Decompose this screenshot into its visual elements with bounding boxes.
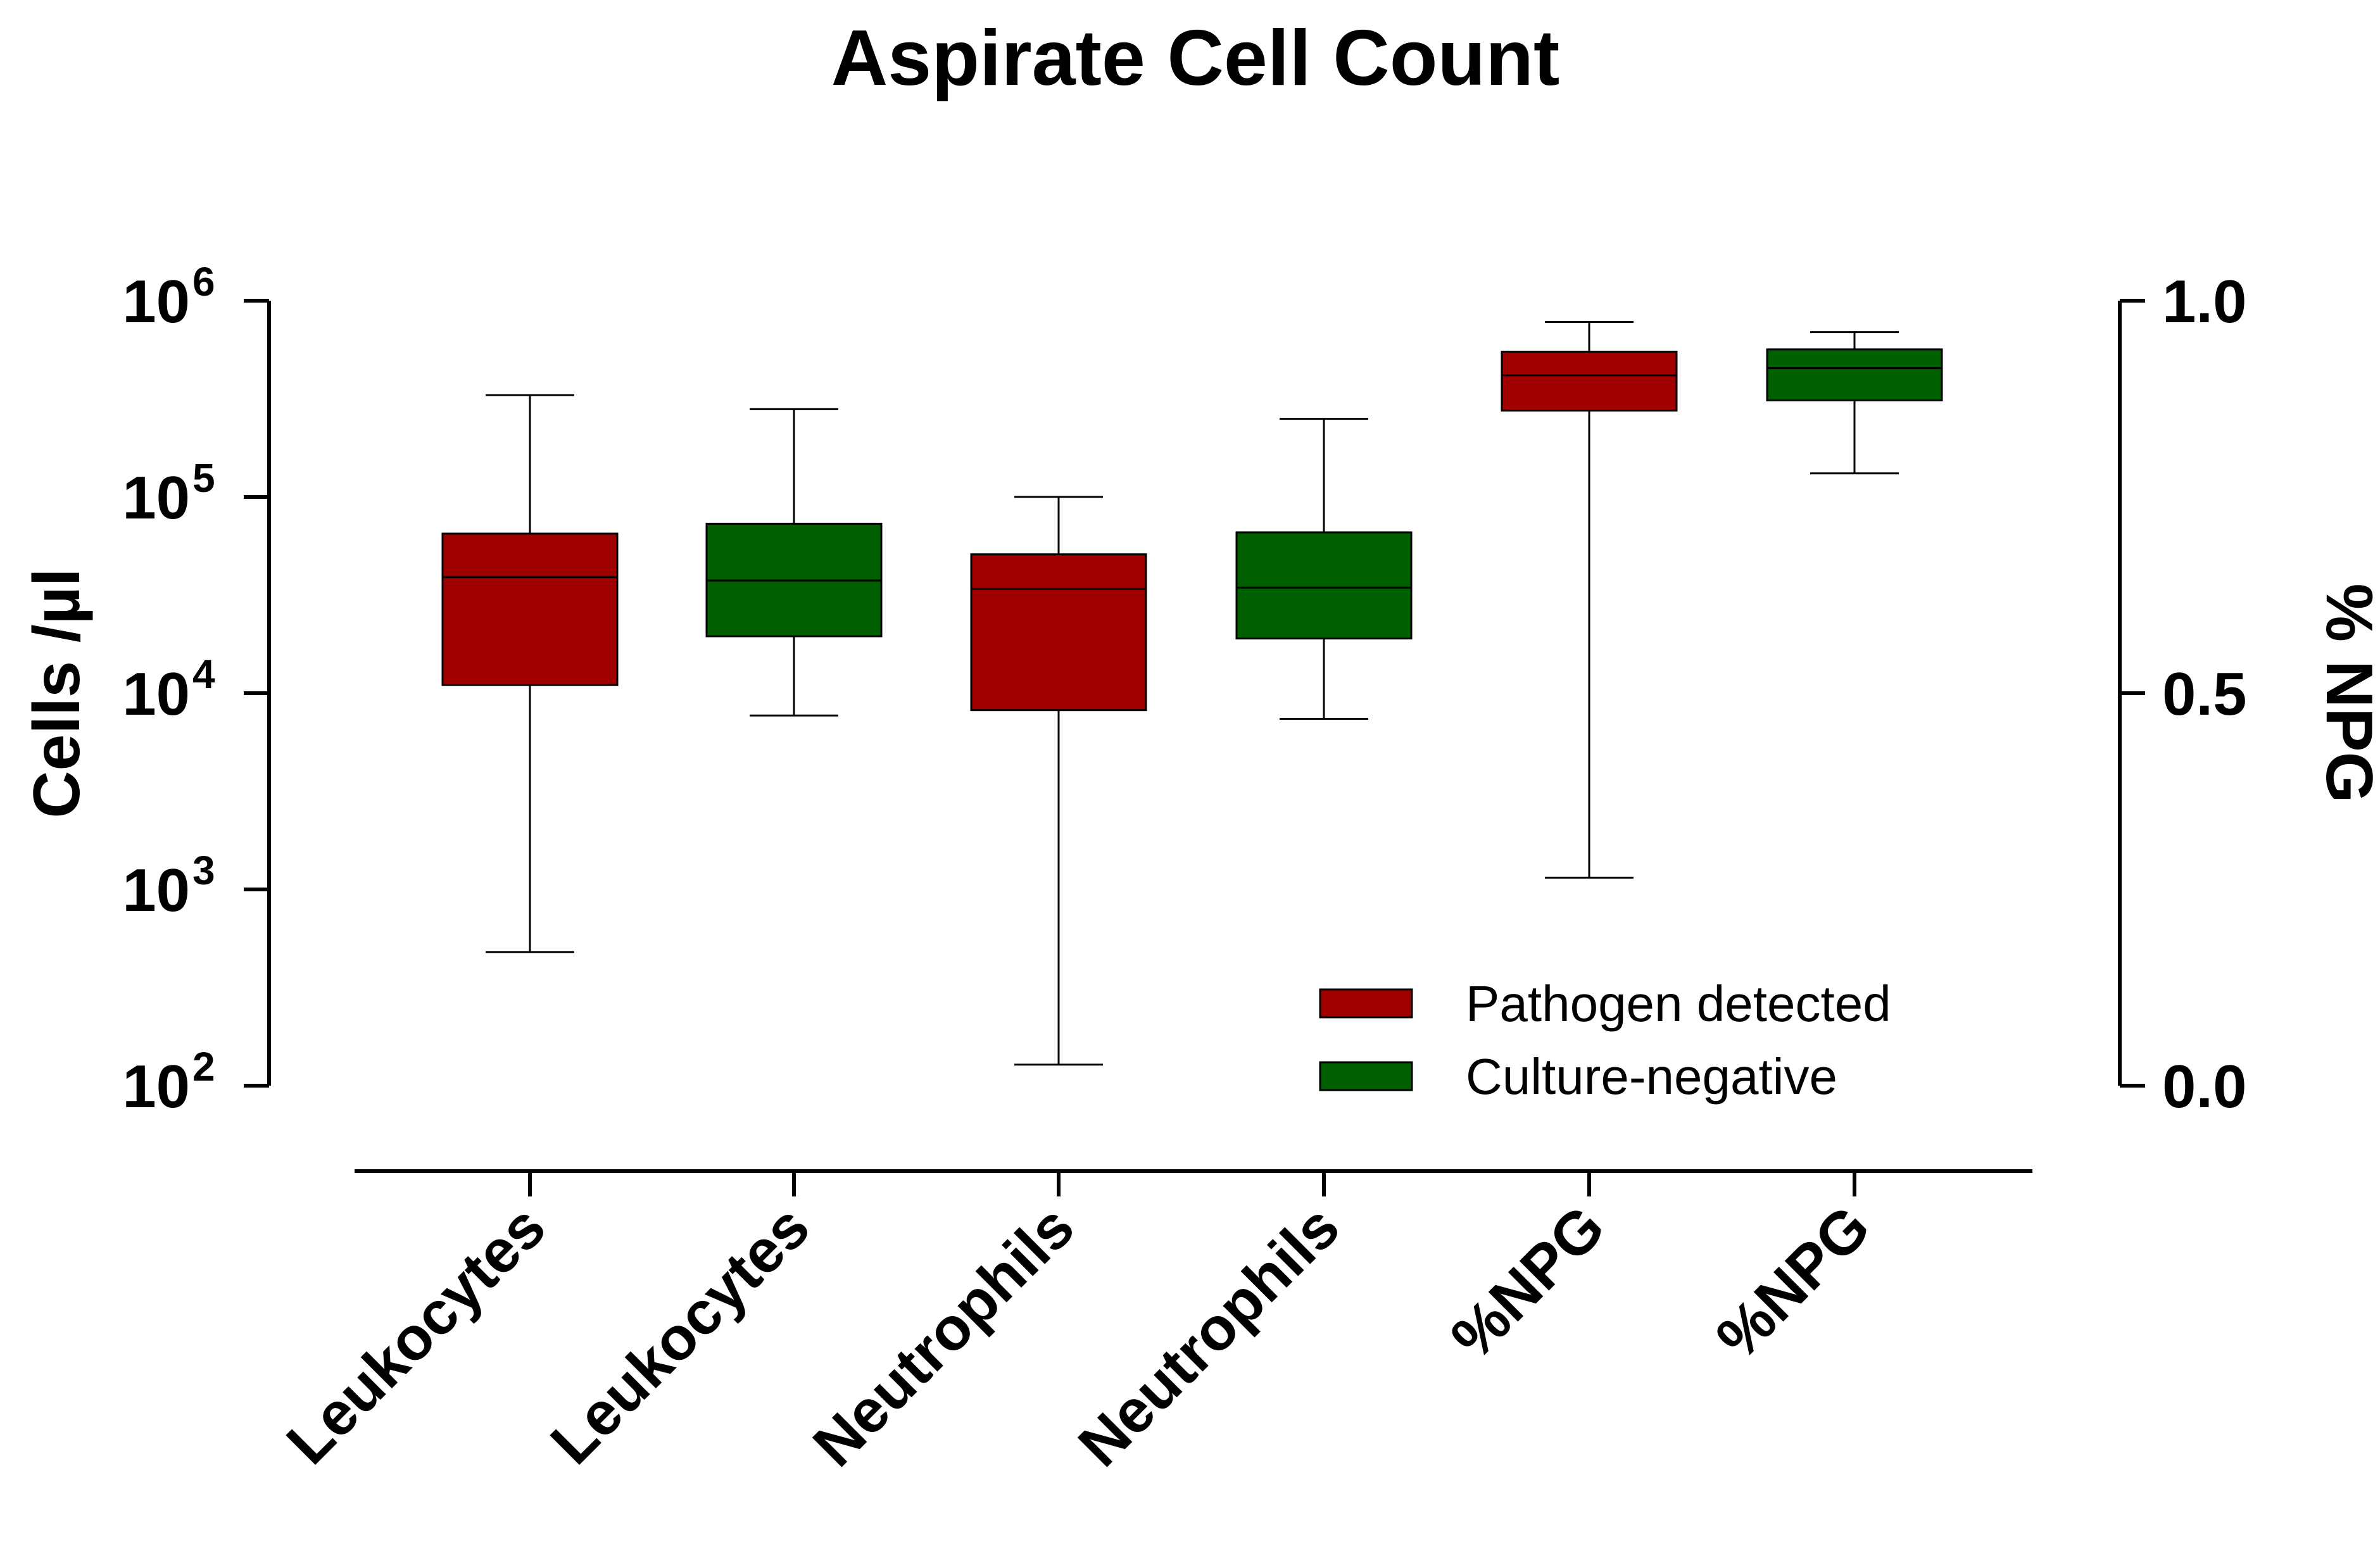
- box-npg-negative: [1766, 331, 1943, 475]
- left-tick-exponent: 5: [192, 455, 215, 501]
- right-axis-label: % NPG: [2312, 584, 2380, 803]
- x-category-label: %NPG: [1439, 1193, 1618, 1372]
- x-category-label: Leukocytes: [274, 1193, 558, 1477]
- iqr-box: [1766, 348, 1943, 401]
- box-neutrophils-negative: [1235, 418, 1413, 720]
- x-category-label: Neutrophils: [1066, 1193, 1352, 1479]
- x-category-label: Neutrophils: [800, 1193, 1087, 1479]
- chart-title: Aspirate Cell Count: [831, 15, 1560, 102]
- right-tick-label: 0.0: [2162, 1053, 2246, 1120]
- left-tick-label: 10: [122, 464, 190, 532]
- legend-swatch: [1319, 1061, 1413, 1091]
- legend-label: Pathogen detected: [1466, 976, 1891, 1032]
- x-axis: LeukocytesLeukocytesNeutrophilsNeutrophi…: [274, 1169, 2032, 1479]
- legend-label: Culture-negative: [1466, 1048, 1837, 1105]
- box-leukocytes-pathogen: [441, 394, 619, 953]
- legend-swatch: [1319, 988, 1413, 1019]
- iqr-box: [970, 553, 1147, 712]
- box-leukocytes-negative: [705, 408, 883, 717]
- left-tick-label: 10: [122, 857, 190, 924]
- left-tick-exponent: 6: [192, 259, 215, 304]
- right-tick-label: 1.0: [2162, 268, 2246, 336]
- legend: Pathogen detected Culture-negative: [1319, 976, 1891, 1105]
- iqr-box: [1235, 531, 1413, 640]
- left-tick-label: 10: [122, 268, 190, 336]
- left-tick-label: 10: [122, 1053, 190, 1120]
- right-tick-label: 0.5: [2162, 660, 2246, 728]
- x-category-label: Leukocytes: [538, 1193, 822, 1477]
- box-neutrophils-pathogen: [970, 496, 1147, 1066]
- left-axis-label: Cells /µl: [20, 568, 94, 818]
- iqr-box: [441, 532, 619, 686]
- left-tick-exponent: 2: [192, 1044, 215, 1089]
- left-tick-exponent: 4: [192, 651, 215, 697]
- box-npg-pathogen: [1501, 320, 1678, 879]
- box-plot-series: [441, 320, 1943, 1066]
- left-tick-exponent: 3: [192, 848, 215, 893]
- left-tick-label: 10: [122, 660, 190, 728]
- right-y-axis: 0.0 0.5 1.0: [2118, 268, 2246, 1120]
- iqr-box: [1501, 351, 1678, 412]
- x-category-label: %NPG: [1704, 1193, 1883, 1372]
